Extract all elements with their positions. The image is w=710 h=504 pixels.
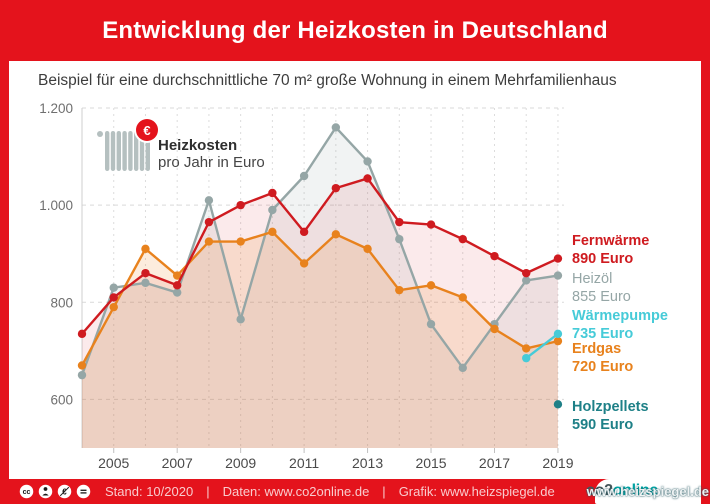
svg-text:600: 600 (50, 392, 73, 407)
svg-text:1.200: 1.200 (39, 101, 73, 116)
legend-heizoel: Heizöl 855 Euro (572, 270, 704, 306)
legend-value: 590 Euro (572, 417, 634, 433)
legend-value: 890 Euro (572, 251, 634, 267)
legend-value: 735 Euro (572, 326, 634, 342)
svg-text:2015: 2015 (415, 455, 446, 471)
chart-subtitle: Beispiel für eine durchschnittliche 70 m… (38, 72, 617, 89)
svg-text:2013: 2013 (352, 455, 383, 471)
legend-value: 855 Euro (572, 289, 631, 305)
heizspiegel-watermark: www.heizspiegel.de (586, 484, 709, 499)
header: Entwicklung der Heizkosten in Deutschlan… (0, 0, 710, 61)
svg-text:2011: 2011 (289, 455, 319, 471)
unit-legend: Heizkosten pro Jahr in Euro (158, 137, 265, 171)
legend-label: Fernwärme (572, 233, 650, 249)
radiator-icon (105, 131, 150, 171)
cc-license-icons: cc € (19, 484, 91, 499)
legend-waermepumpe: Wärmepumpe 735 Euro (572, 307, 704, 343)
legend-fernwaerme: Fernwärme 890 Euro (572, 232, 704, 268)
footer-logo-notch (595, 479, 701, 504)
legend-label: Erdgas (572, 341, 622, 357)
radiator-valve-dot (97, 131, 103, 137)
co2online-logo: co2online (586, 482, 658, 500)
footer-bar (0, 479, 710, 504)
footer-daten: Daten: www.co2online.de (222, 484, 370, 499)
legend-label: Holzpellets (572, 399, 649, 415)
legend-value: 720 Euro (572, 359, 634, 375)
frame-border-left (0, 61, 9, 479)
legend-erdgas: Erdgas 720 Euro (572, 340, 704, 376)
svg-text:2007: 2007 (162, 455, 193, 471)
frame-border-right (701, 61, 710, 479)
legend-holzpellets: Holzpellets 590 Euro (572, 398, 704, 434)
nd-equals-icon (76, 484, 91, 499)
legend-label: Heizöl (572, 271, 613, 287)
footer-text: Stand: 10/2020 | Daten: www.co2online.de… (105, 479, 555, 504)
page-title: Entwicklung der Heizkosten in Deutschlan… (102, 16, 608, 44)
svg-text:2009: 2009 (225, 455, 256, 471)
svg-text:2005: 2005 (98, 455, 129, 471)
svg-text:800: 800 (50, 295, 73, 310)
svg-text:2017: 2017 (479, 455, 510, 471)
unit-legend-title: Heizkosten (158, 137, 238, 154)
footer-separator: | (382, 484, 386, 499)
unit-legend-subtitle: pro Jahr in Euro (158, 154, 265, 171)
footer-stand: Stand: 10/2020 (105, 484, 194, 499)
euro-badge-icon: € (136, 119, 158, 141)
logo-co2: co2 (586, 482, 613, 499)
footer-separator: | (206, 484, 210, 499)
attribution-person-icon (38, 484, 53, 499)
svg-text:2019: 2019 (542, 455, 573, 471)
svg-text:cc: cc (23, 489, 31, 496)
svg-text:1.000: 1.000 (39, 198, 73, 213)
legend-label: Wärmepumpe (572, 308, 668, 324)
footer-grafik: Grafik: www.heizspiegel.de (398, 484, 555, 499)
cc-icon: cc (19, 484, 34, 499)
logo-online: online (612, 482, 659, 499)
chart-svg: 600 800 1.000 1.200 2005 2007 2009 2011 2013 2015… (39, 101, 574, 471)
nc-euro-crossed-icon: € (57, 484, 72, 499)
